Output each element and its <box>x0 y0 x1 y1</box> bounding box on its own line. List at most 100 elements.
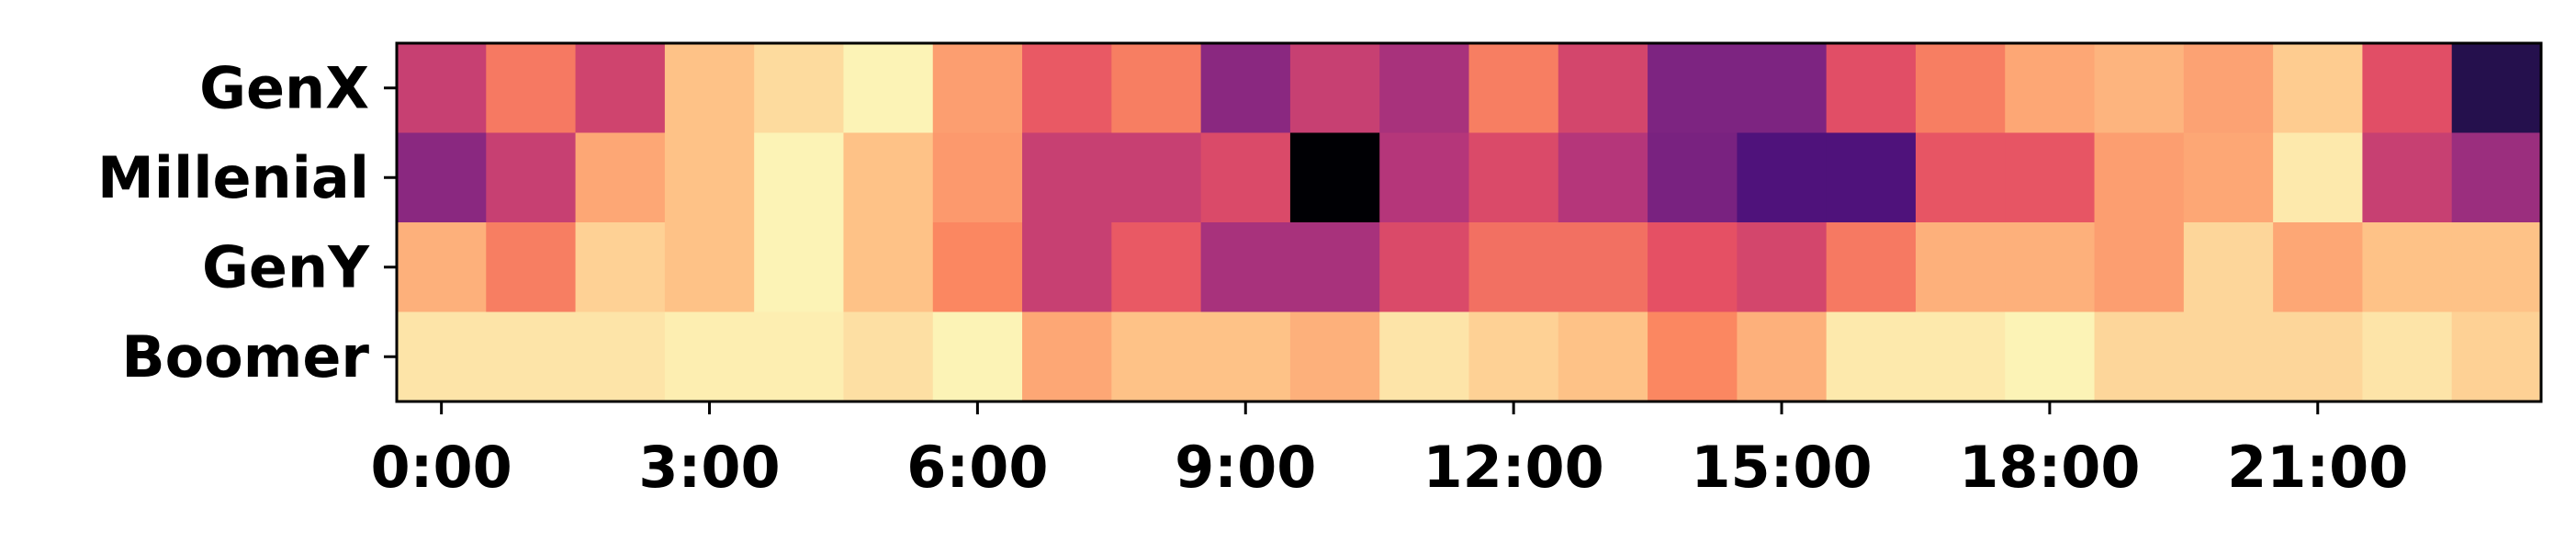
heatmap-cell <box>486 311 577 402</box>
heatmap-cell <box>754 132 845 223</box>
y-tick-label: Millenial <box>97 144 369 211</box>
heatmap-cell <box>2362 311 2453 402</box>
heatmap-cell <box>2362 222 2453 313</box>
heatmap-cell <box>2005 43 2096 134</box>
heatmap-cell <box>486 43 577 134</box>
heatmap-cell <box>843 311 934 402</box>
heatmap-cell <box>1468 132 1559 223</box>
heatmap-cells <box>397 43 2542 402</box>
heatmap-cell <box>2094 132 2185 223</box>
x-tick-label: 0:00 <box>371 434 512 501</box>
heatmap-cell <box>1200 132 1291 223</box>
heatmap-cell <box>1915 43 2006 134</box>
y-tick-label: GenY <box>202 233 370 300</box>
heatmap-cell <box>1200 222 1291 313</box>
heatmap-cell <box>1289 222 1380 313</box>
heatmap-cell <box>1648 43 1738 134</box>
heatmap-cell <box>575 132 666 223</box>
heatmap-cell <box>2362 43 2453 134</box>
heatmap-cell <box>1111 311 1202 402</box>
heatmap-cell <box>2183 311 2274 402</box>
heatmap-cell <box>1022 311 1112 402</box>
x-tick-label: 12:00 <box>1423 434 1603 501</box>
y-tick-label: Boomer <box>121 323 369 390</box>
heatmap-cell <box>575 311 666 402</box>
heatmap-cell <box>1111 43 1202 134</box>
heatmap-cell <box>397 222 487 313</box>
x-tick-label: 21:00 <box>2227 434 2408 501</box>
heatmap-cell <box>575 43 666 134</box>
x-tick-label: 15:00 <box>1691 434 1872 501</box>
x-tick-label: 6:00 <box>906 434 1048 501</box>
heatmap-cell <box>932 311 1023 402</box>
heatmap-cell <box>486 222 577 313</box>
heatmap-cell <box>1826 222 1917 313</box>
heatmap-cell <box>2094 222 2185 313</box>
heatmap-cell <box>2451 222 2542 313</box>
heatmap-cell <box>1648 222 1738 313</box>
heatmap-cell <box>1737 311 1828 402</box>
heatmap-cell <box>1826 43 1917 134</box>
heatmap-cell <box>575 222 666 313</box>
heatmap-cell <box>1200 43 1291 134</box>
heatmap-cell <box>843 222 934 313</box>
heatmap-cell <box>1289 311 1380 402</box>
heatmap-cell <box>2094 43 2185 134</box>
heatmap-cell <box>664 222 755 313</box>
heatmap-cell <box>2273 222 2364 313</box>
heatmap-cell <box>1200 311 1291 402</box>
x-axis: 0:00 3:00 6:00 9:00 12:00 15:00 18:00 21:00 <box>371 401 2408 501</box>
x-tick-label: 3:00 <box>638 434 780 501</box>
heatmap-cell <box>1289 43 1380 134</box>
heatmap-cell <box>843 43 934 134</box>
heatmap-cell <box>1648 311 1738 402</box>
heatmap-cell <box>1289 132 1380 223</box>
heatmap-cell <box>2094 311 2185 402</box>
heatmap-cell <box>1558 43 1648 134</box>
heatmap-cell <box>1379 132 1470 223</box>
heatmap-cell <box>932 43 1023 134</box>
heatmap-cell <box>2183 132 2274 223</box>
heatmap-cell <box>397 311 487 402</box>
heatmap-cell <box>2273 311 2364 402</box>
heatmap-cell <box>754 43 845 134</box>
heatmap-cell <box>754 222 845 313</box>
heatmap-cell <box>486 132 577 223</box>
heatmap-cell <box>1379 222 1470 313</box>
heatmap-cell <box>664 43 755 134</box>
heatmap-cell <box>2451 132 2542 223</box>
heatmap-cell <box>397 132 487 223</box>
heatmap-cell <box>1826 311 1917 402</box>
heatmap-cell <box>2005 132 2096 223</box>
heatmap-cell <box>1737 222 1828 313</box>
heatmap-cell <box>1022 132 1112 223</box>
y-axis: GenX Millenial GenY Boomer <box>97 54 397 390</box>
x-tick-label: 9:00 <box>1175 434 1316 501</box>
heatmap-cell <box>2362 132 2453 223</box>
heatmap-cell <box>754 311 845 402</box>
heatmap-cell <box>932 132 1023 223</box>
heatmap-cell <box>664 311 755 402</box>
heatmap-cell <box>1379 311 1470 402</box>
heatmap-cell <box>1111 132 1202 223</box>
heatmap-cell <box>2183 222 2274 313</box>
heatmap-cell <box>1648 132 1738 223</box>
heatmap-cell <box>932 222 1023 313</box>
heatmap-cell <box>2273 43 2364 134</box>
heatmap-cell <box>1915 222 2006 313</box>
heatmap-cell <box>1111 222 1202 313</box>
heatmap-cell <box>1022 222 1112 313</box>
heatmap-cell <box>1468 222 1559 313</box>
heatmap-cell <box>2273 132 2364 223</box>
heatmap-cell <box>1468 311 1559 402</box>
heatmap-cell <box>2005 222 2096 313</box>
x-tick-label: 18:00 <box>1959 434 2140 501</box>
heatmap-cell <box>1826 132 1917 223</box>
heatmap-cell <box>1915 132 2006 223</box>
heatmap-cell <box>1737 132 1828 223</box>
heatmap-cell <box>1558 311 1648 402</box>
heatmap-cell <box>1558 222 1648 313</box>
heatmap-cell <box>1915 311 2006 402</box>
heatmap-cell <box>2005 311 2096 402</box>
